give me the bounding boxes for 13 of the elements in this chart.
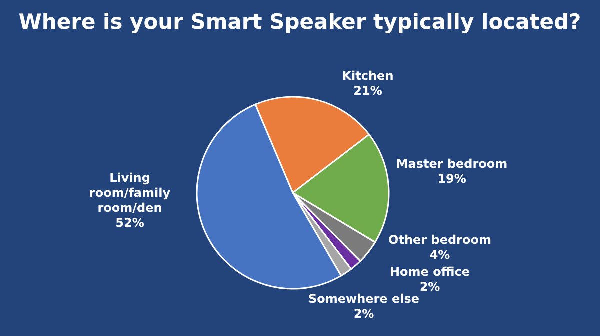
slice-label: Master bedroom (396, 157, 508, 171)
data-label: 2% (354, 307, 374, 321)
slice-label: Kitchen (342, 69, 394, 83)
slice-label: Living room/family room/den (89, 171, 171, 215)
data-label: 19% (438, 172, 466, 186)
slice-label: Other bedroom (388, 233, 492, 247)
data-label: 21% (354, 84, 382, 98)
chart-title: Where is your Smart Speaker typically located? (18, 10, 582, 34)
data-label: 2% (420, 280, 440, 294)
slice-label: Home office (390, 265, 470, 279)
data-label: 4% (430, 248, 450, 262)
slice-label: Somewhere else (308, 292, 420, 306)
data-label: 52% (116, 216, 144, 230)
